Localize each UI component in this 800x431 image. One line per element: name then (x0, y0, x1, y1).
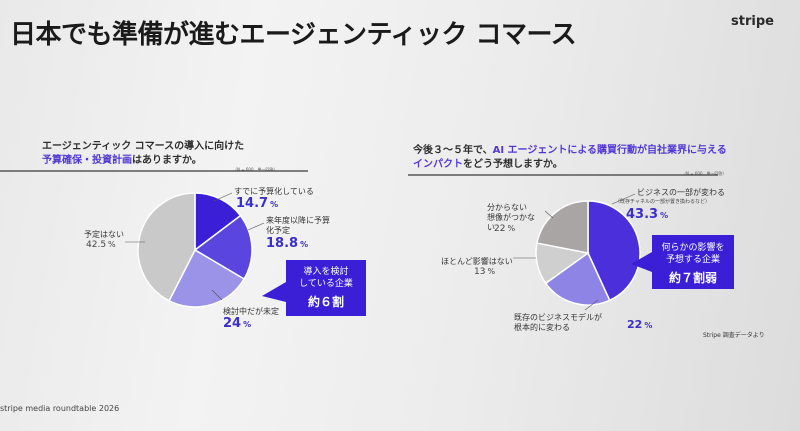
right-question-line1: 今後３～５年で、AI エージェントによる購買行動が自社業界に与える (413, 141, 727, 156)
right-pie-slice-1 (587, 200, 641, 302)
right-callout-line2: 予想する企業 (665, 255, 720, 265)
left-callout-pointer (262, 282, 286, 302)
value-considering: 24% (223, 316, 252, 331)
label-already-budgeted: すでに予算化している (234, 187, 314, 196)
value-no-plan: 42.5% (86, 240, 116, 250)
value-budget-next-year: 18.8% (266, 236, 309, 251)
right-callout: 何らかの影響を 予想する企業 約７割弱 (652, 235, 734, 289)
label-budget-next-year: 来年度以降に予算化予定 (266, 216, 330, 235)
right-pie-slice-2 (544, 251, 611, 306)
left-pie-slice-4 (137, 192, 196, 302)
right-question-highlight2: インパクト (413, 159, 463, 170)
source-note: Stripe 調査データより (703, 332, 765, 339)
leader-line (247, 222, 265, 231)
leader-line (544, 210, 554, 219)
value-partly-change: 43.3% (626, 207, 669, 222)
label-partly-change: ビジネスの一部が変わる (637, 188, 725, 197)
right-callout-line1: 何らかの影響を (661, 243, 725, 253)
leader-line (611, 193, 636, 205)
leader-line (211, 289, 223, 301)
leader-line (213, 192, 233, 202)
stripe-logo: stripe (731, 14, 774, 29)
left-note: （N = 600、単一回答） (233, 167, 278, 172)
left-callout-line2: している企業 (299, 279, 353, 289)
value-little-impact: 13% (474, 267, 496, 277)
label-fundamentally-change: 既存のビジネスモデルが根本的に変わる (514, 313, 602, 332)
right-question-lead: 今後３～５年で、 (413, 145, 493, 156)
right-callout-line3: 約７割弱 (668, 271, 717, 285)
leader-line (584, 299, 599, 311)
left-pie-slice-2 (193, 214, 253, 281)
left-pie-chart (137, 192, 253, 308)
right-question-highlight1: AI エージェントによる購買行動が自社業界に与える (492, 145, 727, 156)
value-dont-know: 22% (494, 224, 516, 234)
label-partly-change-note: （既存チャネルの一部が置き換わるなど） (615, 199, 710, 205)
left-pie-slice-1 (194, 192, 242, 252)
left-callout: 導入を検討 している企業 約６割 (286, 260, 366, 316)
right-question-rest: をどう予想しますか。 (463, 159, 563, 170)
right-callout-pointer (631, 252, 652, 272)
right-question-line2: インパクトをどう予想しますか。 (413, 155, 563, 170)
right-note: （N = 600、単一回答） (682, 171, 727, 176)
slide-title: 日本でも準備が進むエージェンティック コマース (10, 20, 577, 50)
left-callout-line3: 約６割 (307, 295, 344, 309)
label-considering: 検討中だが未定 (223, 307, 279, 316)
left-question-highlight: 予算確保・投資計画 (42, 155, 132, 166)
right-pie-slice-4 (536, 200, 589, 254)
label-dont-know: 分からない 想像がつかない (487, 203, 535, 232)
label-no-plan: 予定はない (84, 230, 124, 239)
left-callout-line1: 導入を検討 (303, 267, 349, 277)
right-pie-chart (535, 200, 641, 306)
left-question-line2: 予算確保・投資計画はありますか。 (42, 151, 202, 166)
label-little-impact: ほとんど影響はない (441, 257, 513, 266)
footer-text: stripe media roundtable 2026 (0, 404, 120, 413)
left-question-rest: はありますか。 (132, 155, 202, 166)
value-already-budgeted: 14.7% (236, 196, 279, 211)
value-fundamentally-change: 22% (627, 318, 653, 331)
left-question-line1: エージェンティック コマースの導入に向けた (42, 141, 245, 152)
